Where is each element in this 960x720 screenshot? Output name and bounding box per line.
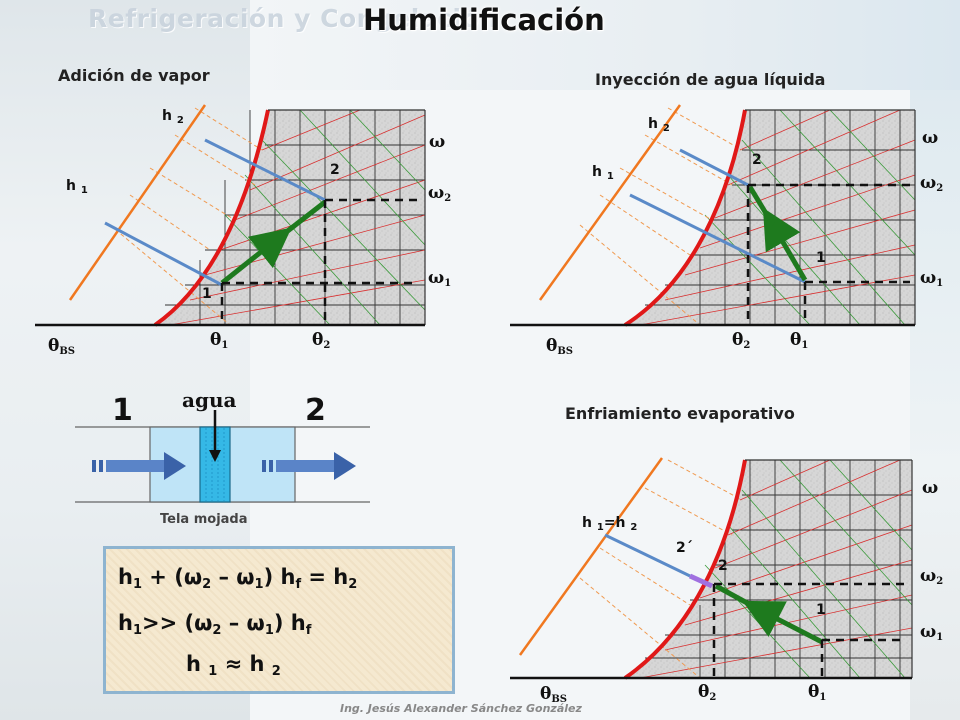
chart-evaporative-process-arrow: [742, 600, 824, 645]
water-drop-arrowhead: [209, 450, 221, 462]
chart-steam: [35, 104, 426, 327]
formula-energy-balance: h1 + (ω2 – ω1) hf = h2: [118, 565, 358, 592]
chart-steam-h2-label: h 2: [162, 108, 184, 126]
chart-water-omega-label: ω: [922, 128, 939, 148]
chart-evaporative-h-equal-label: h 1=h 2: [582, 515, 638, 533]
chart-evaporative-title: Enfriamiento evaporativo: [565, 404, 795, 423]
chart-water-point-2: 2: [752, 152, 762, 168]
chart-steam-green-lines: [224, 109, 426, 326]
chart-water-omega1-label: ω1: [920, 268, 944, 289]
background-right: [910, 90, 960, 720]
chart-evaporative-point-1: 1: [816, 602, 826, 618]
inlet-arrow: [92, 452, 186, 480]
chart-evaporative-region: [625, 460, 912, 678]
chart-water-dashes: [746, 183, 910, 325]
formula-box: [103, 546, 455, 694]
chart-steam-arrow-tail: [274, 200, 327, 242]
chart-steam-omega2-label: ω2: [428, 183, 452, 204]
chart-evaporative-dashed-orange: [579, 459, 743, 679]
chart-evaporative-saturation-curve: [623, 459, 747, 680]
chart-evaporative-point-2-prime: 2´: [676, 540, 693, 556]
chart-steam-title: Adición de vapor: [58, 66, 210, 85]
chart-water-h1-label: h 1: [592, 164, 614, 182]
humidifier-device: [75, 410, 370, 503]
chart-evaporative-theta2-label: θ2: [698, 682, 717, 703]
chart-steam-process-arrow: [220, 227, 292, 285]
chart-evaporative-prime-segment: [688, 573, 714, 589]
background-top: [250, 0, 960, 90]
chart-evaporative-orange-axis: [518, 457, 664, 656]
footer-author: Ing. Jesús Alexander Sánchez González: [340, 702, 582, 715]
chart-evaporative-enthalpy-line: [604, 533, 691, 578]
banner-text: Refrigeración y Congelación: [88, 4, 498, 33]
chart-steam-dashes: [220, 198, 418, 325]
formula-inequality: h1>> (ω2 – ω1) hf: [118, 611, 312, 638]
chart-steam-point-2: 2: [330, 162, 340, 178]
formula-approximation: h 1 ≈ h 2: [186, 652, 281, 679]
chart-steam-theta1-label: θ1: [210, 330, 229, 351]
chart-evaporative-arrow-tail: [714, 583, 762, 613]
chart-steam-theta-bs-label: θBS: [48, 336, 76, 357]
chart-water-h2-line: [679, 148, 749, 187]
chart-evaporative-omega-label: ω: [922, 478, 939, 498]
chart-water: [510, 104, 916, 327]
chart-steam-orange-axis: [68, 104, 207, 301]
chart-steam-omega-label: ω: [429, 132, 446, 152]
chart-evaporative-omega1-label: ω1: [920, 622, 944, 643]
chart-evaporative-dashes: [712, 582, 906, 678]
outlet-arrow: [262, 452, 356, 480]
chart-water-dashed-orange: [579, 107, 743, 326]
chart-water-theta-bs-label: θBS: [546, 336, 574, 357]
chart-steam-h1-line: [104, 221, 223, 287]
wet-cloth-label: Tela mojada: [160, 512, 248, 527]
inlet-state-number: 1: [112, 393, 133, 428]
chart-water-title: Inyección de agua líquida: [595, 70, 826, 89]
page-title: Humidificación: [363, 3, 605, 37]
chart-steam-region: [155, 110, 425, 325]
chart-steam-dashed-orange: [109, 107, 263, 326]
chart-steam-h1-label: h 1: [66, 178, 88, 196]
chart-water-theta1-label: θ1: [790, 330, 809, 351]
chart-water-saturation-curve: [623, 109, 747, 327]
chart-water-theta2-label: θ2: [732, 330, 751, 351]
chart-evaporative: [510, 457, 913, 680]
chart-water-process-arrow: [762, 207, 808, 282]
chart-steam-omega1-label: ω1: [428, 268, 452, 289]
chart-water-h1-line: [629, 193, 806, 284]
chart-evaporative-omega2-label: ω2: [920, 566, 944, 587]
chart-evaporative-grid: [645, 460, 912, 678]
chart-water-orange-axis: [538, 104, 682, 301]
chart-evaporative-theta1-label: θ1: [808, 682, 827, 703]
wet-cloth-hatch: [205, 428, 225, 501]
outlet-state-number: 2: [305, 393, 326, 428]
chart-water-omega2-label: ω2: [920, 173, 944, 194]
chart-water-arrow-tail: [747, 185, 776, 227]
chart-evaporative-point-2: 2: [718, 558, 728, 574]
chart-water-point-1: 1: [816, 250, 826, 266]
chart-steam-theta2-label: θ2: [312, 330, 331, 351]
chart-steam-saturation-curve: [153, 109, 270, 327]
water-label: agua: [182, 388, 237, 412]
chart-steam-h2-line: [204, 138, 326, 202]
chart-water-h2-label: h 2: [648, 116, 670, 134]
chart-steam-point-1: 1: [202, 286, 212, 302]
chart-evaporative-theta-bs-label: θBS: [540, 684, 568, 705]
